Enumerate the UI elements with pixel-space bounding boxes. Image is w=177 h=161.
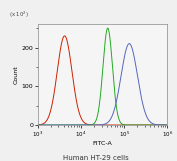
Text: Human HT-29 cells: Human HT-29 cells bbox=[63, 155, 129, 161]
Y-axis label: Count: Count bbox=[13, 65, 18, 84]
X-axis label: FITC-A: FITC-A bbox=[93, 141, 112, 146]
Text: (x $10^2$): (x $10^2$) bbox=[9, 10, 29, 20]
